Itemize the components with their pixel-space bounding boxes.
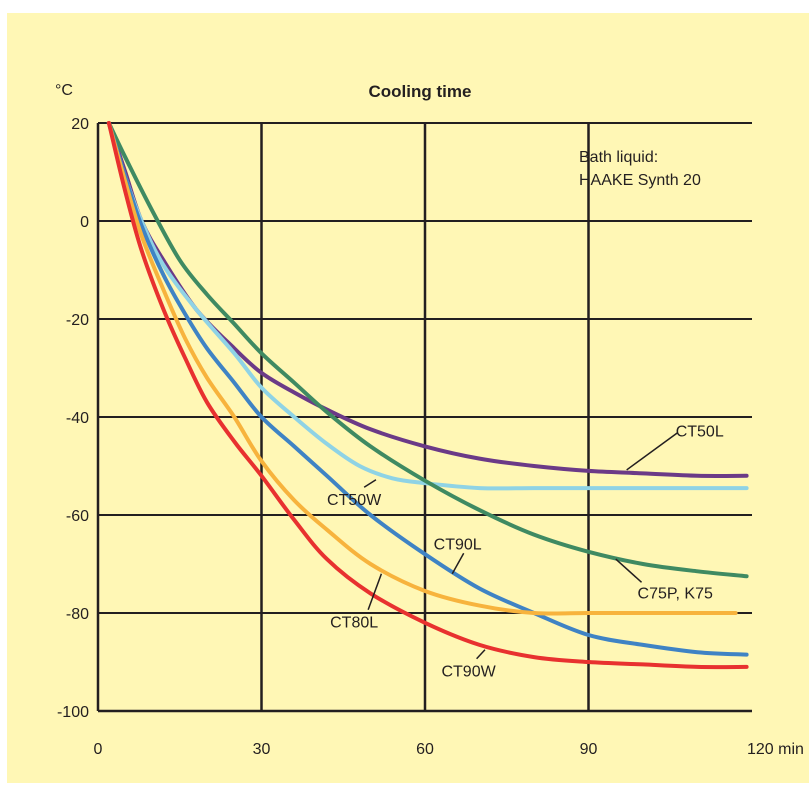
series-label-ct80l: CT80L (330, 615, 378, 632)
leader-line-ct80l (367, 573, 383, 610)
y-tick-label: 0 (80, 214, 89, 231)
leader-line-c75p-k75 (615, 558, 643, 583)
series-labels: CT50L CT50W C75P, K75 CT90L CT80L CT90W (327, 424, 724, 681)
series-line-ct90l (106, 121, 749, 657)
y-tick-label: -40 (66, 410, 89, 427)
y-tick-label: -20 (66, 312, 89, 329)
chart-panel: CT50L CT50W C75P, K75 CT90L CT80L CT90W 20 0 -2… (7, 13, 809, 783)
axes: 20 0 -20 -40 -60 -80 -100 0 30 60 90 120 min (57, 116, 804, 758)
series-line-ct80l (106, 121, 738, 616)
series-label-ct90w: CT90W (441, 664, 496, 681)
x-tick-label: 90 (580, 741, 598, 758)
leader-line-ct50w (363, 479, 377, 488)
y-tick-label: -100 (57, 704, 89, 721)
bath-liquid-value: HAAKE Synth 20 (579, 172, 701, 189)
series-label-ct50w: CT50W (327, 492, 382, 509)
series-line-ct90w (106, 121, 749, 670)
series-line-c75p-k75 (106, 121, 749, 579)
x-tick-label: 30 (253, 741, 271, 758)
y-axis-unit: °C (55, 82, 73, 99)
x-tick-label: 60 (416, 741, 434, 758)
leader-line-ct90l (451, 552, 465, 575)
cooling-time-chart: CT50L CT50W C75P, K75 CT90L CT80L CT90W 20 0 -2… (55, 82, 804, 758)
leader-line-ct90w (476, 649, 486, 660)
x-tick-label: 0 (94, 741, 103, 758)
y-tick-label: 20 (71, 116, 89, 133)
series-label-c75p-k75: C75P, K75 (638, 585, 713, 602)
y-tick-label: -80 (66, 606, 89, 623)
chart-title: Cooling time (369, 82, 472, 101)
x-tick-label: 120 min (747, 741, 804, 758)
series-label-ct50l: CT50L (676, 424, 724, 441)
series-line-ct50w (106, 121, 749, 491)
series-lines (106, 121, 749, 670)
bath-liquid-label: Bath liquid: (579, 149, 658, 166)
leader-line-ct50l (626, 431, 679, 471)
series-label-ct90l: CT90L (434, 536, 482, 553)
y-tick-label: -60 (66, 508, 89, 525)
